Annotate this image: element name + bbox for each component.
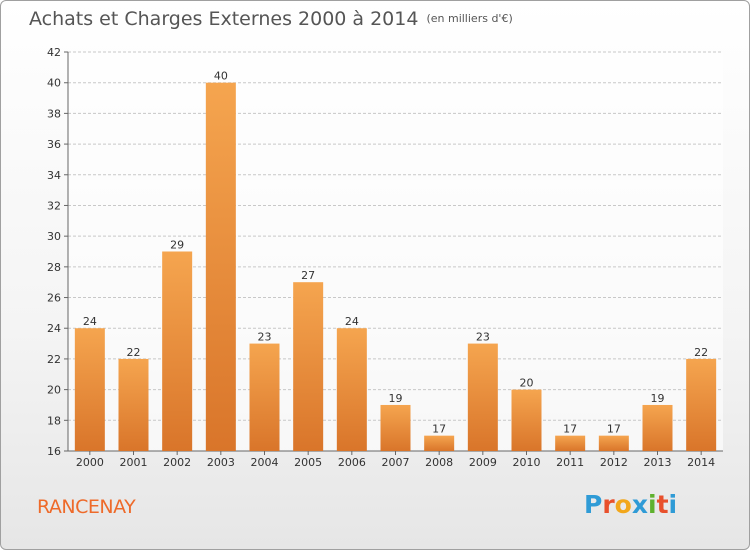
bar [598, 435, 629, 451]
bar [380, 404, 411, 451]
data-label: 40 [214, 70, 228, 83]
x-tick-label: 2010 [513, 456, 541, 469]
data-label: 17 [432, 423, 446, 436]
y-tick-label: 30 [47, 230, 61, 243]
logo-letter: P [584, 490, 603, 519]
data-label: 24 [345, 315, 359, 328]
x-tick-label: 2002 [163, 456, 191, 469]
y-tick-label: 36 [47, 138, 61, 151]
x-tick-label: 2009 [469, 456, 497, 469]
data-label: 29 [170, 239, 184, 252]
data-label: 17 [563, 423, 577, 436]
proxiti-logo: Proxiti [584, 490, 677, 519]
logo-letter: i [668, 490, 678, 519]
chart-title: Achats et Charges Externes 2000 à 2014 (e… [29, 8, 513, 30]
data-label: 22 [127, 346, 141, 359]
logo-letter: t [656, 490, 669, 519]
y-tick-label: 32 [47, 199, 61, 212]
bar [205, 82, 236, 451]
data-label: 23 [476, 331, 490, 344]
data-label: 19 [389, 392, 403, 405]
data-label: 17 [607, 423, 621, 436]
data-label: 22 [694, 346, 708, 359]
logo-letter: i [648, 490, 657, 519]
bar [118, 358, 149, 451]
data-label: 19 [651, 392, 665, 405]
logo-letter: o [614, 490, 632, 519]
bar [249, 343, 280, 451]
bar [293, 282, 324, 451]
x-tick-label: 2005 [294, 456, 322, 469]
x-tick-label: 2000 [76, 456, 104, 469]
data-label: 24 [83, 315, 97, 328]
commune-name: RANCENAY [37, 496, 136, 518]
bar [555, 435, 586, 451]
title-text: Achats et Charges Externes 2000 à 2014 [29, 8, 419, 30]
x-tick-label: 2014 [687, 456, 715, 469]
y-tick-label: 40 [47, 77, 61, 90]
y-tick-label: 24 [47, 322, 61, 335]
chart-subtitle: (en milliers d'€) [426, 12, 513, 25]
y-tick-label: 28 [47, 261, 61, 274]
y-tick-label: 18 [47, 414, 61, 427]
y-tick-label: 22 [47, 353, 61, 366]
bar [511, 389, 542, 451]
x-tick-label: 2007 [382, 456, 410, 469]
y-tick-label: 42 [47, 46, 61, 59]
y-tick-label: 16 [47, 445, 61, 458]
data-label: 20 [520, 377, 534, 390]
data-label: 27 [301, 269, 315, 282]
y-tick-label: 38 [47, 107, 61, 120]
x-tick-label: 2006 [338, 456, 366, 469]
bar [686, 358, 717, 451]
x-tick-label: 2001 [120, 456, 148, 469]
x-tick-label: 2013 [644, 456, 672, 469]
x-tick-label: 2004 [251, 456, 279, 469]
data-label: 23 [258, 331, 272, 344]
x-tick-label: 2008 [425, 456, 453, 469]
x-tick-label: 2003 [207, 456, 235, 469]
bar [74, 328, 105, 451]
y-tick-label: 20 [47, 384, 61, 397]
logo-letter: x [631, 490, 648, 519]
y-tick-label: 34 [47, 169, 61, 182]
bar [642, 404, 673, 451]
x-tick-label: 2011 [556, 456, 584, 469]
bar [162, 251, 193, 451]
y-tick-label: 26 [47, 292, 61, 305]
bar [424, 435, 455, 451]
logo-letter: r [602, 490, 615, 519]
bar [467, 343, 498, 451]
bar [336, 328, 367, 451]
x-tick-label: 2012 [600, 456, 628, 469]
